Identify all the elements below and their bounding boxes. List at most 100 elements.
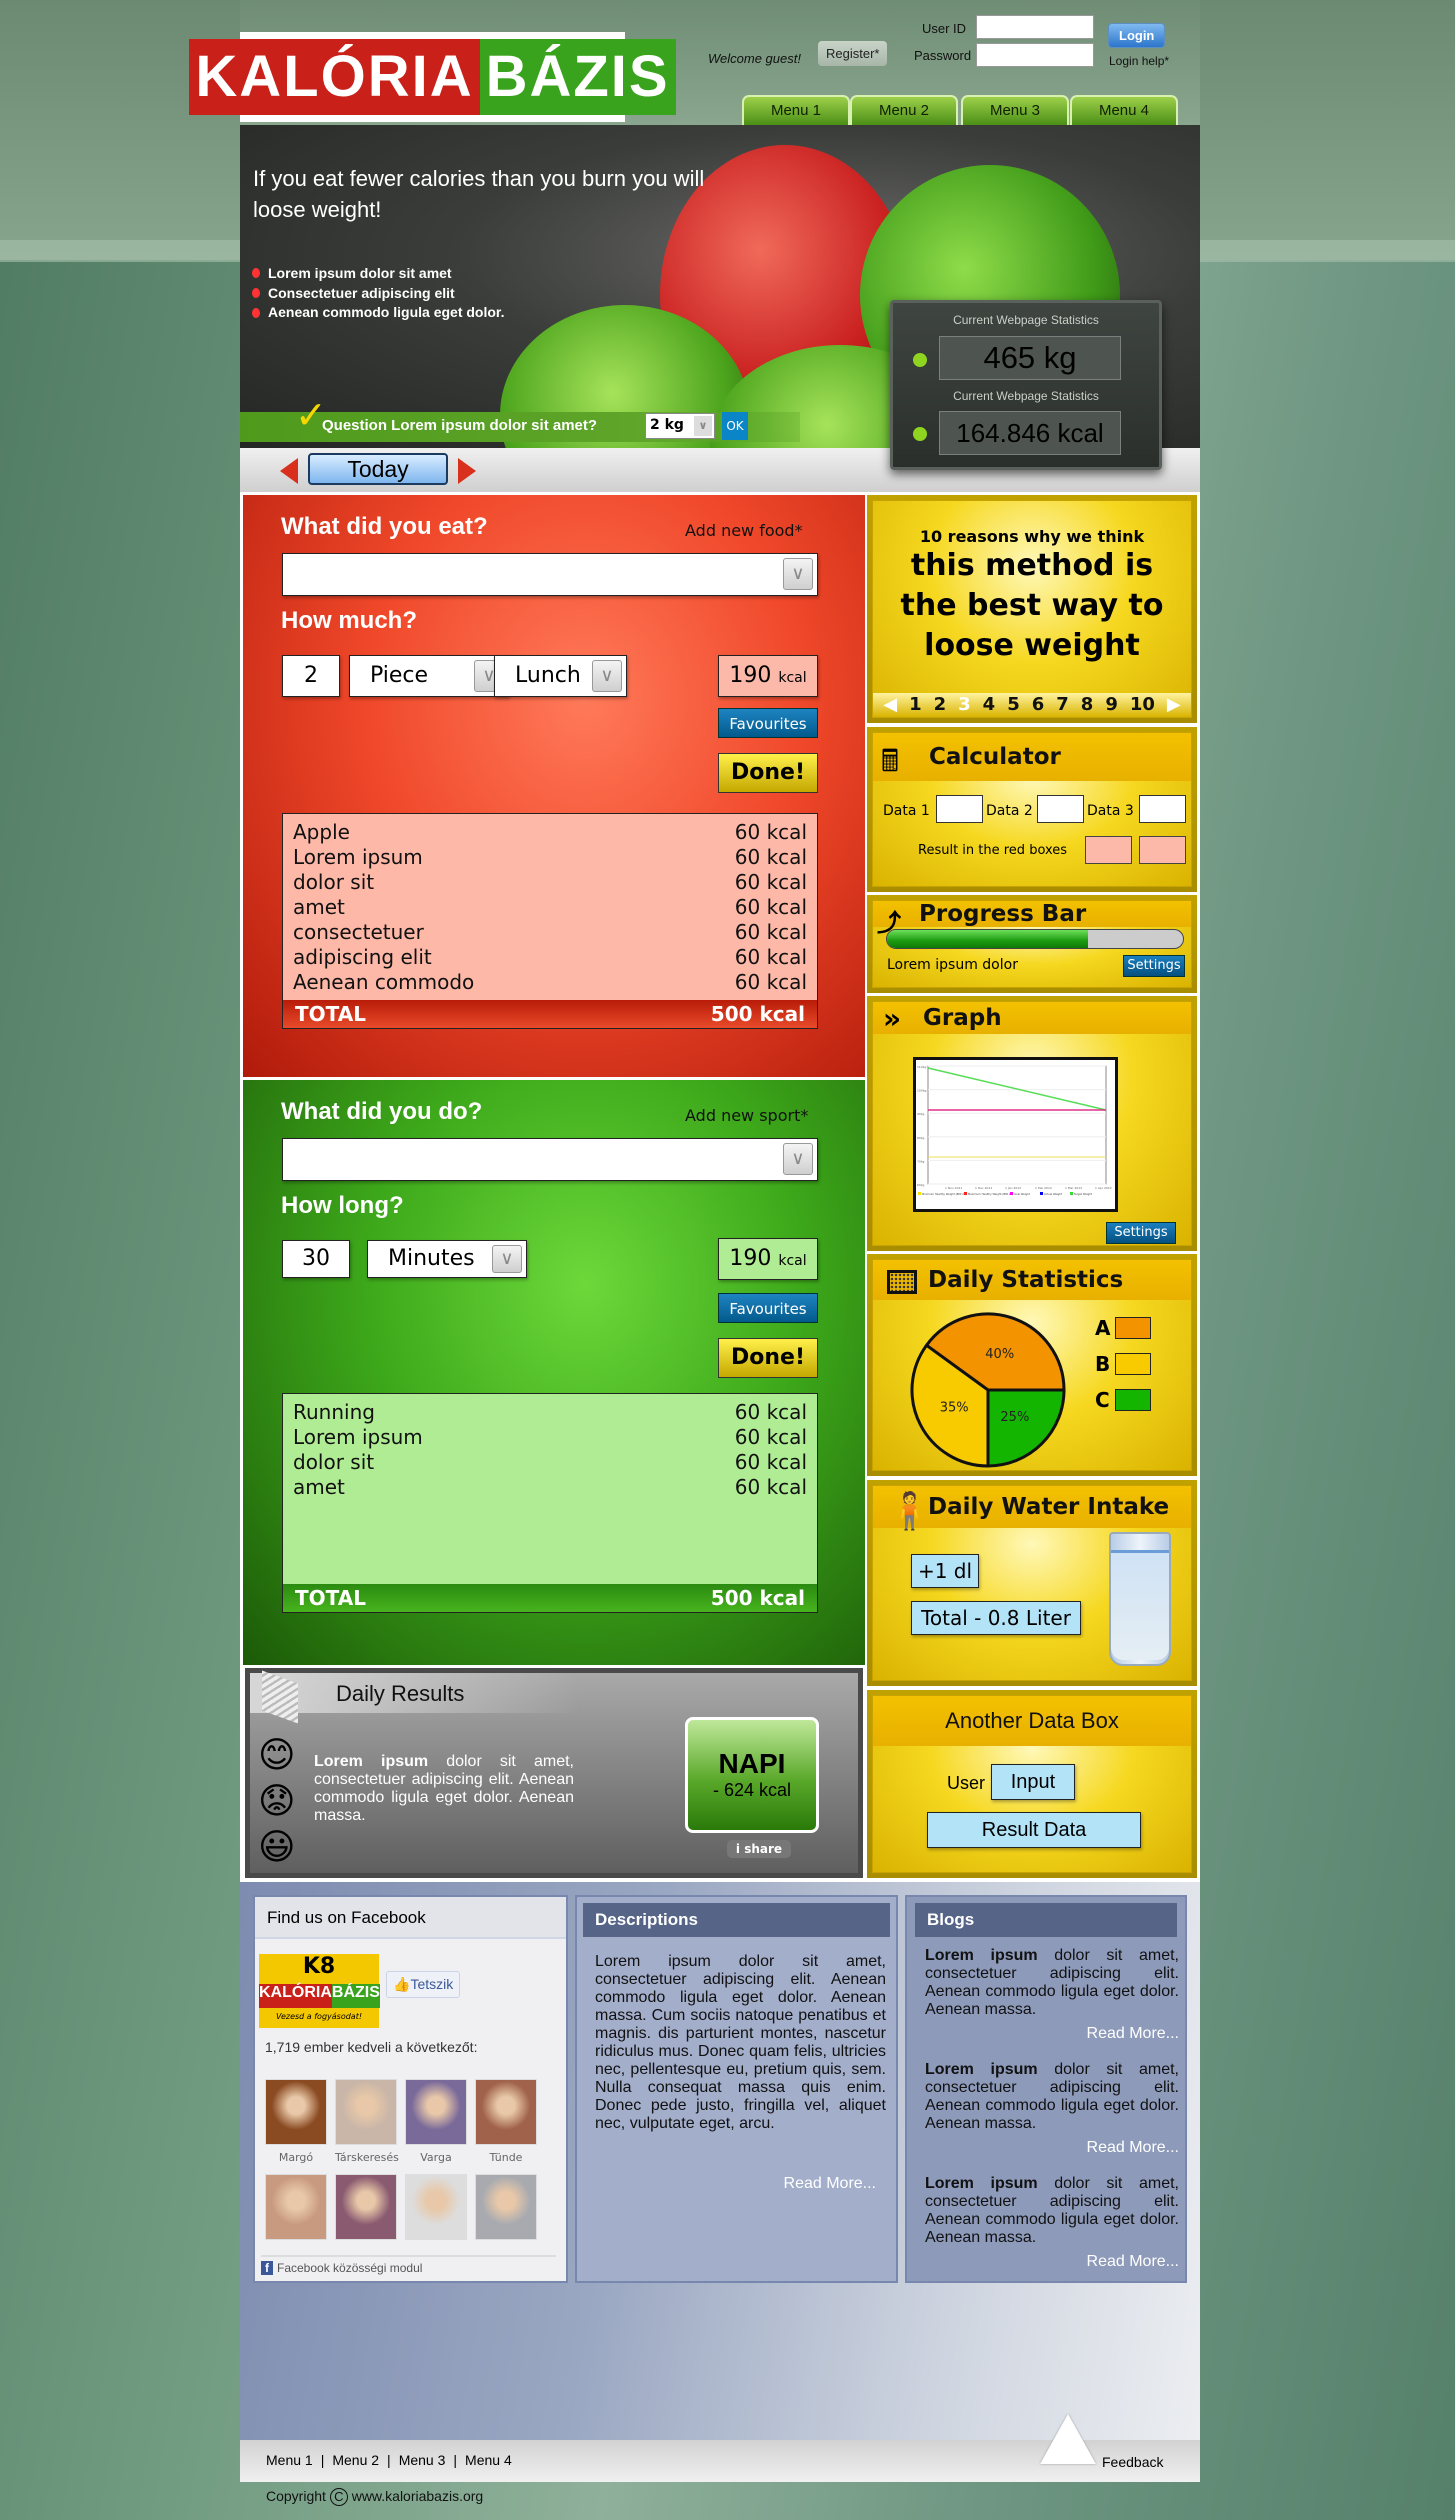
- list-item[interactable]: amet 60 kcal: [283, 895, 817, 920]
- like-button[interactable]: 👍Tetszik: [386, 1971, 461, 1998]
- progress-settings-button[interactable]: Settings: [1123, 955, 1185, 977]
- data2-input[interactable]: [1037, 795, 1084, 823]
- calculator-icon: 🖩: [881, 744, 899, 779]
- separator: |: [387, 2452, 391, 2468]
- page-link[interactable]: 10: [1129, 694, 1155, 715]
- fan-avatar[interactable]: [335, 2174, 405, 2240]
- list-item[interactable]: amet 60 kcal: [283, 1475, 817, 1500]
- copyright: Copyright C www.kaloriabazis.org: [266, 2488, 483, 2506]
- meal-select[interactable]: Lunch ∨: [494, 655, 627, 697]
- logo[interactable]: KALÓRIA BÁZIS: [189, 32, 676, 122]
- nav-menu-4[interactable]: Menu 4: [1070, 95, 1178, 125]
- done-button[interactable]: Done!: [718, 753, 818, 793]
- duration-unit-select[interactable]: Minutes ∨: [367, 1240, 527, 1278]
- chevron-down-icon: ∨: [592, 660, 622, 692]
- fan-avatar[interactable]: Margó: [265, 2079, 335, 2170]
- feedback-link[interactable]: Feedback: [1102, 2454, 1164, 2470]
- nav-menu-1[interactable]: Menu 1: [742, 95, 850, 125]
- list-item[interactable]: consectetuer 60 kcal: [283, 920, 817, 945]
- page-link[interactable]: 9: [1105, 694, 1118, 715]
- list-item[interactable]: adipiscing elit 60 kcal: [283, 945, 817, 970]
- password-input[interactable]: [976, 43, 1094, 67]
- fan-avatar[interactable]: Társkeresés: [335, 2079, 405, 2170]
- next-page-icon[interactable]: ▶: [1166, 694, 1181, 715]
- list-item[interactable]: Apple 60 kcal: [283, 820, 817, 845]
- paper-boat-icon: [1040, 2414, 1096, 2464]
- page-link[interactable]: 5: [1007, 694, 1020, 715]
- user-id-input[interactable]: [976, 15, 1094, 39]
- favourites-button[interactable]: Favourites: [718, 1293, 818, 1323]
- share-button[interactable]: i share: [727, 1840, 791, 1858]
- legend-swatch: [1115, 1389, 1151, 1411]
- login-help-link[interactable]: Login help*: [1109, 54, 1170, 68]
- list-item[interactable]: Aenean commodo 60 kcal: [283, 970, 817, 995]
- data3-input[interactable]: [1139, 795, 1186, 823]
- item-name: amet: [293, 895, 345, 919]
- page-link[interactable]: 4: [982, 694, 996, 715]
- prev-page-icon[interactable]: ◀: [883, 694, 898, 715]
- fan-avatar[interactable]: [265, 2174, 335, 2240]
- login-button[interactable]: Login: [1108, 23, 1166, 48]
- another-data-box: Another Data Box User Input Result Data: [867, 1690, 1197, 1878]
- logo-red: KALÓRIA: [189, 39, 480, 115]
- page-link[interactable]: 1: [909, 694, 922, 715]
- kcal-unit: kcal: [778, 670, 807, 686]
- graph-box: Graph » 110kg 100kg 90kg 80kg 70kg 60kg 1 Nov …: [867, 996, 1197, 1251]
- list-item[interactable]: dolor sit 60 kcal: [283, 1450, 817, 1475]
- sport-select[interactable]: ∨: [282, 1138, 818, 1181]
- page-link[interactable]: 8: [1080, 694, 1094, 715]
- read-more-link[interactable]: Read More...: [1086, 2025, 1179, 2042]
- weight-graph-svg: 110kg 100kg 90kg 80kg 70kg 60kg 1 Nov 2011 1 De…: [917, 1065, 1112, 1196]
- list-item[interactable]: dolor sit 60 kcal: [283, 870, 817, 895]
- progress-bar: [886, 929, 1184, 949]
- body-text: dolor sit amet, consectetuer adipiscing …: [314, 1753, 574, 1824]
- page-link[interactable]: 2: [933, 694, 947, 715]
- footer-menu-item[interactable]: Menu 4: [465, 2452, 512, 2468]
- kb-monogram: K8: [302, 1954, 336, 1979]
- today-button[interactable]: Today: [308, 453, 448, 485]
- question-select[interactable]: 2 kg ∨: [645, 413, 715, 439]
- footer-menu-item[interactable]: Menu 2: [332, 2452, 380, 2468]
- food-select[interactable]: ∨: [282, 553, 818, 596]
- site-link[interactable]: www.kaloriabazis.org: [351, 2488, 484, 2504]
- next-day-arrow-icon[interactable]: [458, 458, 476, 484]
- favourites-button[interactable]: Favourites: [718, 708, 818, 738]
- quantity-input[interactable]: 2: [282, 655, 340, 697]
- read-more-link[interactable]: Read More...: [1086, 2139, 1179, 2156]
- banner-bullet: Aenean commodo ligula eget dolor.: [268, 304, 505, 320]
- footer: Menu 1 | Menu 2 | Menu 3 | Menu 4 Feedback: [240, 2414, 1200, 2482]
- food-total-row: TOTAL 500 kcal: [283, 1000, 817, 1028]
- nav-menu-2[interactable]: Menu 2: [850, 95, 958, 125]
- result-box-1: [1085, 836, 1132, 864]
- done-button[interactable]: Done!: [718, 1338, 818, 1378]
- fan-avatar[interactable]: [405, 2174, 475, 2240]
- nav-menu-3[interactable]: Menu 3: [961, 95, 1069, 125]
- question-ok-button[interactable]: OK: [722, 412, 748, 440]
- user-input[interactable]: Input: [991, 1764, 1075, 1800]
- register-button[interactable]: Register*: [818, 41, 888, 66]
- add-food-link[interactable]: Add new food*: [685, 521, 803, 540]
- footer-menu-item[interactable]: Menu 1: [266, 2452, 313, 2468]
- footer-menu-item[interactable]: Menu 3: [398, 2452, 446, 2468]
- unit-select[interactable]: Piece ∨: [349, 655, 509, 697]
- page-link[interactable]: 3: [958, 694, 971, 715]
- item-kcal: 60 kcal: [734, 1475, 807, 1499]
- page-link[interactable]: 7: [1056, 694, 1069, 715]
- page-link[interactable]: 6: [1031, 694, 1045, 715]
- duration-input[interactable]: 30: [282, 1240, 350, 1278]
- list-item[interactable]: Running 60 kcal: [283, 1400, 817, 1425]
- read-more-link[interactable]: Read More...: [1086, 2253, 1179, 2270]
- list-item[interactable]: Lorem ipsum 60 kcal: [283, 1425, 817, 1450]
- fan-avatar[interactable]: [475, 2174, 545, 2240]
- fan-avatar[interactable]: Varga: [405, 2079, 475, 2170]
- graph-settings-button[interactable]: Settings: [1106, 1222, 1176, 1244]
- fan-avatar[interactable]: Tünde: [475, 2079, 545, 2170]
- add-water-button[interactable]: +1 dl: [911, 1554, 979, 1588]
- data1-input[interactable]: [936, 795, 983, 823]
- facebook-page-logo[interactable]: K8 KALÓRIA BÁZIS Vezesd a fogyásodat!: [259, 1954, 380, 2028]
- avatar: [475, 2174, 537, 2240]
- add-sport-link[interactable]: Add new sport*: [685, 1106, 809, 1125]
- prev-day-arrow-icon[interactable]: [280, 458, 298, 484]
- read-more-link[interactable]: Read More...: [783, 2175, 876, 2192]
- list-item[interactable]: Lorem ipsum 60 kcal: [283, 845, 817, 870]
